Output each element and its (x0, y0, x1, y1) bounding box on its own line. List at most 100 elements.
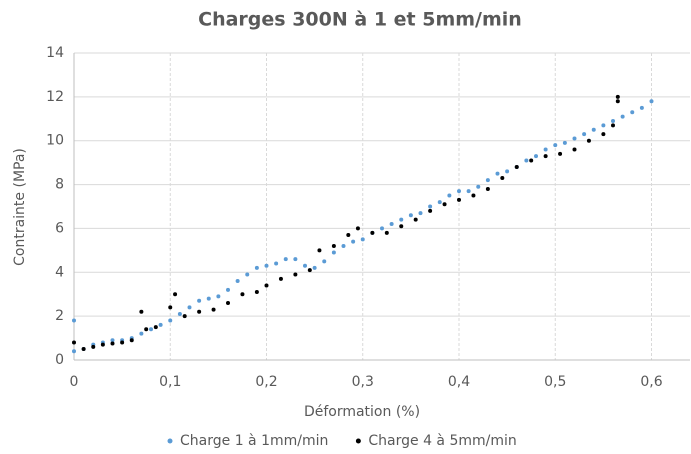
point (346, 233, 351, 238)
y-tick-label: 10 (46, 133, 64, 149)
point (630, 110, 635, 115)
point (139, 309, 144, 314)
point (283, 257, 288, 262)
point (293, 272, 298, 277)
point (428, 204, 433, 209)
point (360, 237, 365, 242)
point (615, 94, 620, 99)
y-tick-label: 14 (46, 45, 64, 61)
point (495, 171, 500, 176)
point (408, 213, 413, 218)
point (447, 193, 452, 198)
point (72, 349, 76, 354)
point (601, 123, 606, 128)
point (615, 99, 620, 104)
point (254, 265, 259, 270)
x-tick-label: 0,1 (159, 374, 181, 390)
point (572, 147, 577, 152)
point (226, 287, 230, 292)
point (553, 143, 558, 148)
legend-label: Charge 4 à 5mm/min (368, 433, 516, 449)
y-tick-label: 2 (55, 308, 64, 324)
point (380, 226, 384, 231)
point (471, 193, 476, 198)
point (428, 208, 433, 213)
y-tick-label: 6 (55, 220, 64, 236)
point (153, 325, 158, 330)
y-axis-title: Contrainte (MPa) (12, 148, 28, 266)
point (485, 186, 490, 191)
legend-marker (167, 438, 173, 444)
point (389, 222, 394, 227)
point (206, 296, 211, 301)
point (72, 340, 76, 345)
point (485, 178, 490, 183)
point (476, 184, 481, 189)
x-tick-label: 0,4 (448, 374, 470, 390)
point (639, 105, 644, 110)
x-axis-title: Déformation (%) (304, 404, 420, 420)
point (293, 257, 298, 262)
point (144, 327, 149, 332)
y-tick-label: 0 (55, 352, 64, 368)
point (110, 338, 115, 343)
point (601, 132, 606, 137)
point (197, 309, 202, 314)
point (168, 318, 173, 323)
point (514, 165, 519, 170)
point (457, 189, 461, 194)
point (264, 283, 269, 288)
point (620, 114, 625, 119)
point (158, 322, 163, 327)
x-tick-label: 0,6 (640, 374, 662, 390)
chart-title: Charges 300N à 1 et 5mm/min (198, 9, 522, 31)
point (120, 340, 125, 345)
point (100, 342, 105, 347)
point (331, 250, 336, 255)
point (139, 331, 144, 336)
point (399, 224, 404, 229)
point (91, 344, 96, 349)
point (197, 298, 202, 303)
point (331, 243, 336, 248)
point (317, 248, 322, 253)
legend-marker (355, 438, 361, 444)
point (307, 268, 312, 273)
point (226, 300, 230, 305)
point (413, 217, 418, 222)
point (500, 175, 505, 180)
point (182, 314, 187, 319)
point (341, 243, 346, 248)
point (437, 200, 442, 205)
x-tick-label: 0 (70, 374, 79, 390)
point (322, 259, 327, 264)
point (81, 347, 86, 352)
y-tick-label: 8 (55, 177, 64, 193)
point (278, 276, 283, 281)
point (524, 158, 529, 163)
point (312, 265, 317, 270)
x-tick-label: 0,3 (352, 374, 374, 390)
point (543, 147, 548, 152)
y-tick-label: 4 (55, 264, 64, 280)
point (211, 307, 216, 312)
point (582, 132, 587, 137)
point (149, 327, 153, 332)
point (442, 202, 447, 207)
point (274, 261, 279, 266)
point (235, 279, 240, 284)
point (591, 127, 596, 132)
point (240, 292, 245, 297)
point (168, 305, 173, 310)
point (216, 294, 221, 299)
point (466, 189, 471, 194)
point (505, 169, 510, 174)
point (384, 230, 389, 235)
point (562, 140, 567, 145)
legend-label: Charge 1 à 1mm/min (180, 433, 328, 449)
point (370, 230, 375, 235)
x-tick-label: 0,2 (255, 374, 277, 390)
point (558, 151, 563, 156)
point (187, 305, 192, 310)
